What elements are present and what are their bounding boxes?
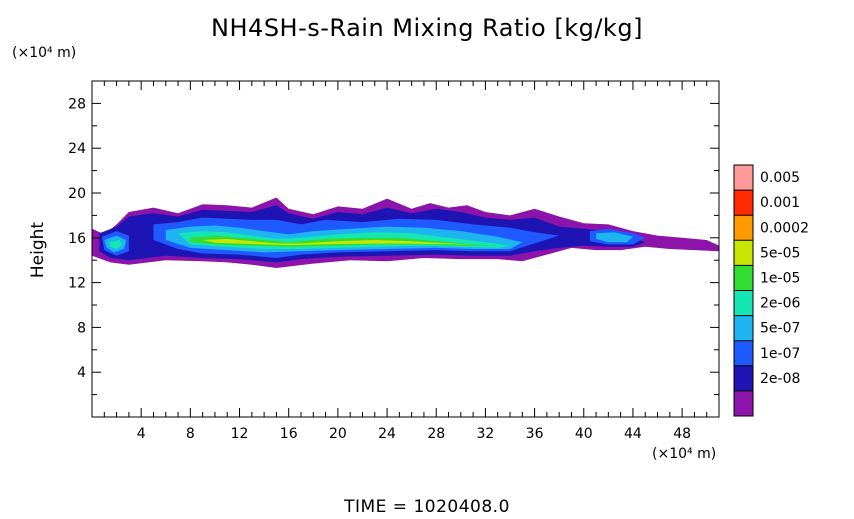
colorbar-swatch [734,165,753,191]
colorbar: 0.005 0.001 0.0002 5e-05 1e-05 2e-06 5e-07 1e-0… [733,164,809,417]
colorbar-swatch [734,215,753,241]
colorbar-label: 5e-07 [760,321,800,337]
x-tick-label: 24 [378,426,396,442]
y-tick-label: 12 [68,276,86,292]
x-tick-label: 44 [624,426,642,442]
y-tick-label: 28 [68,96,86,112]
x-tick-label: 28 [427,426,445,442]
colorbar-label: 0.0002 [760,220,809,236]
x-tick-label: 40 [575,426,593,442]
x-tick-label: 36 [526,426,544,442]
x-tick-label: 16 [280,426,298,442]
colorbar-swatch [734,340,753,366]
colorbar-label: 0.005 [760,170,800,186]
y-axis-unit: (×10⁴ m) [12,45,77,61]
x-tick-label: 48 [673,426,691,442]
colorbar-swatch [734,190,753,216]
colorbar-swatch [734,365,753,391]
colorbar-label: 1e-07 [760,346,800,362]
colorbar-label: 2e-06 [760,296,800,312]
x-tick-label: 12 [231,426,249,442]
x-tick-label: 32 [476,426,494,442]
mixing-ratio-field [92,197,719,268]
colorbar-swatch [734,240,753,266]
colorbar-label: 5e-05 [760,245,800,261]
y-tick-label: 20 [68,186,86,202]
colorbar-swatch [734,265,753,291]
y-tick-label: 8 [77,320,86,336]
colorbar-swatch [734,290,753,316]
x-axis-unit: (×10⁴ m) [652,446,717,462]
y-tick-label: 24 [68,141,86,157]
colorbar-label: 2e-08 [760,371,800,387]
colorbar-label: 1e-05 [760,271,800,287]
chart-title: NH4SH-s-Rain Mixing Ratio [kg/kg] [211,14,643,42]
time-label: TIME = 1020408.0 [344,497,510,517]
y-tick-label: 16 [68,231,86,247]
x-tick-label: 4 [137,426,146,442]
colorbar-label: 0.001 [760,195,800,211]
contour-band-11 [202,238,474,246]
colorbar-swatch [734,315,753,341]
plot-frame [91,80,720,418]
y-tick-label: 4 [77,365,86,381]
x-tick-label: 8 [186,426,195,442]
x-tick-label: 20 [329,426,347,442]
colorbar-swatch [734,390,753,416]
contour-band-9 [109,240,123,249]
contour-band-6 [596,232,633,243]
